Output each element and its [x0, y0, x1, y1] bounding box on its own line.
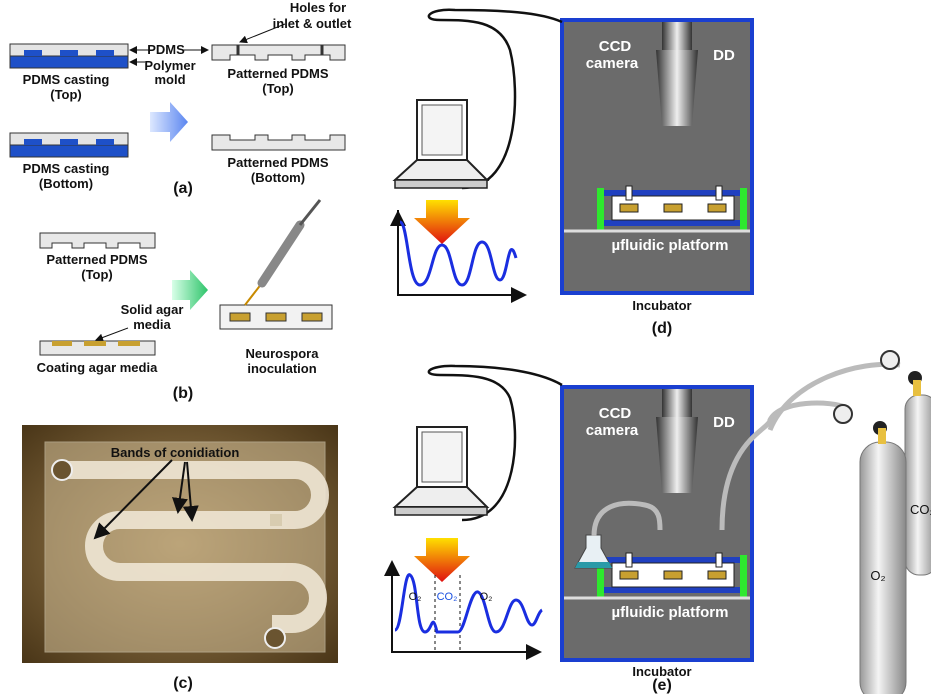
panel-e-path: [395, 575, 542, 632]
line: Neurospora: [246, 346, 320, 361]
panel-c-circle: [52, 460, 72, 480]
panel-c-circle: [265, 628, 285, 648]
line: mold: [154, 72, 185, 87]
line: CCD: [599, 38, 632, 55]
label-pdms: PDMS: [147, 42, 185, 57]
label-platform: µfluidic platform: [612, 604, 729, 621]
line: CCD: [599, 405, 632, 422]
label-platform: µfluidic platform: [612, 237, 729, 254]
panel-b-rect: [52, 341, 72, 346]
line: inlet & outlet: [273, 16, 352, 31]
panel-a-path: [150, 102, 188, 142]
line: Patterned PDMS: [46, 252, 147, 267]
panel-b-line: [96, 328, 128, 340]
panel-b-rect: [118, 341, 140, 346]
line: camera: [586, 55, 639, 72]
panel-a-rect: [96, 139, 114, 145]
label-patterned-top: Patterned PDMS(Top): [227, 66, 328, 96]
panel-a-rect: [24, 139, 42, 145]
panel-label: (c): [173, 675, 193, 692]
line: camera: [586, 422, 639, 439]
panel-label: (e): [652, 677, 672, 694]
panel-a-path: [212, 45, 345, 60]
graph-label: O₂: [409, 591, 422, 603]
label-patterned-top: Patterned PDMS(Top): [46, 252, 147, 282]
label-patterned-bottom: Patterned PDMS(Bottom): [227, 155, 328, 185]
panel-d-path: [400, 222, 516, 285]
panel-c: Bands of conidiation (c): [22, 425, 338, 692]
panel-a-rect: [96, 50, 114, 56]
panel-b-line: [262, 225, 300, 283]
panel-a-path: [212, 135, 345, 150]
label-coating-agar: Coating agar media: [37, 360, 158, 375]
panel-label: (a): [173, 180, 193, 197]
panel-e-circle: [834, 405, 852, 423]
line: Holes for: [290, 0, 346, 15]
line: (Top): [262, 81, 294, 96]
panel-e-circle: [881, 351, 899, 369]
body: PDMS Polymermold PDMS casting(Top) Holes…: [0, 0, 931, 694]
panel-label: (d): [652, 320, 672, 337]
panel-a-rect: [10, 145, 128, 157]
line: Polymer: [144, 58, 195, 73]
panel-d-path: [414, 200, 470, 244]
line: media: [133, 317, 171, 332]
label-casting-top: PDMS casting(Top): [23, 72, 110, 102]
panel-e-path: [575, 562, 612, 568]
cylinder-label: CO₂: [910, 502, 931, 517]
panel-a-rect: [10, 56, 128, 68]
panel-e-rect: [878, 428, 886, 444]
label-condition: DD: [713, 47, 735, 64]
panel-a: PDMS Polymermold PDMS casting(Top) Holes…: [10, 0, 352, 197]
line: (Top): [50, 87, 82, 102]
panel-b-rect: [84, 341, 106, 346]
panel-e-path: [770, 364, 900, 430]
line: Patterned PDMS: [227, 155, 328, 170]
panel-b-rect: [230, 313, 250, 321]
label-casting-bottom: PDMS casting(Bottom): [23, 161, 110, 191]
panel-e-path: [414, 538, 470, 582]
panel-a-rect: [60, 50, 78, 56]
panel-a-rect: [24, 50, 42, 56]
line: (Bottom): [251, 170, 305, 185]
graph-label: O₂: [480, 591, 493, 603]
line: (Top): [81, 267, 113, 282]
panel-b-rect: [266, 313, 286, 321]
line: Patterned PDMS: [227, 66, 328, 81]
label-condition: DD: [713, 414, 735, 431]
panel-a-rect: [60, 139, 78, 145]
figure: PDMS Polymermold PDMS casting(Top) Holes…: [0, 0, 931, 694]
line: PDMS casting: [23, 72, 110, 87]
line: (Bottom): [39, 176, 93, 191]
label-incubator: Incubator: [632, 298, 691, 313]
panel-b-rect: [302, 313, 322, 321]
line: inoculation: [247, 361, 316, 376]
panel-e-rect: [913, 380, 921, 396]
line: Solid agar: [121, 302, 184, 317]
panel-e-rect: [905, 395, 931, 575]
graph-label: CO₂: [437, 591, 458, 603]
panel-d-use: [395, 100, 487, 188]
annotation: Bands of conidiation: [111, 445, 240, 460]
page: {"panel_a":{"label":"(a)","pdms":"PDMS",…: [0, 0, 931, 694]
panel-b-line: [300, 200, 320, 225]
line: PDMS casting: [23, 161, 110, 176]
panel-label: (b): [173, 385, 193, 402]
panel-b-path: [40, 233, 155, 248]
cylinder-label: O₂: [870, 568, 885, 583]
panel-c-rect: [270, 514, 282, 526]
panel-e-use: [395, 427, 487, 515]
